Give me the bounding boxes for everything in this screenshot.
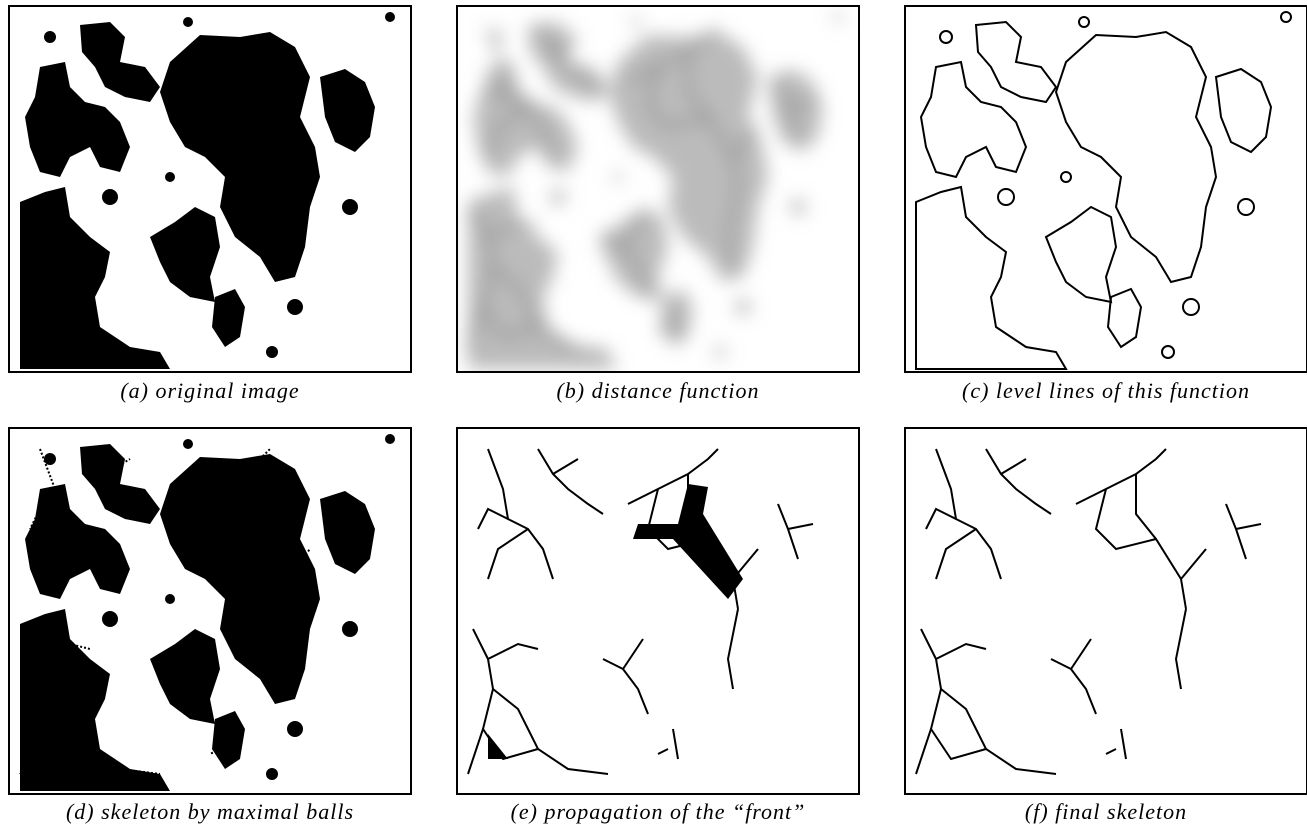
caption: (d) skeleton by maximal balls [0,799,430,825]
level-lines-image [906,7,1306,371]
panel-distance [456,5,860,373]
distance-image [458,7,858,371]
panel-level-lines [904,5,1307,373]
caption: (c) level lines of this function [886,378,1307,404]
original-image [10,7,410,371]
final-image [906,429,1306,793]
maximal-balls-image [10,429,410,793]
page: {"captions": ["(a) original image", "(b)… [0,0,1307,828]
caption: (e) propagation of the “front” [438,799,878,825]
front-image [458,429,858,793]
panel-front [456,427,860,795]
caption: (b) distance function [438,378,878,404]
caption: (a) original image [0,378,430,404]
panel-maximal-balls [8,427,412,795]
panel-original [8,5,412,373]
caption: (f) final skeleton [886,799,1307,825]
panel-final [904,427,1307,795]
